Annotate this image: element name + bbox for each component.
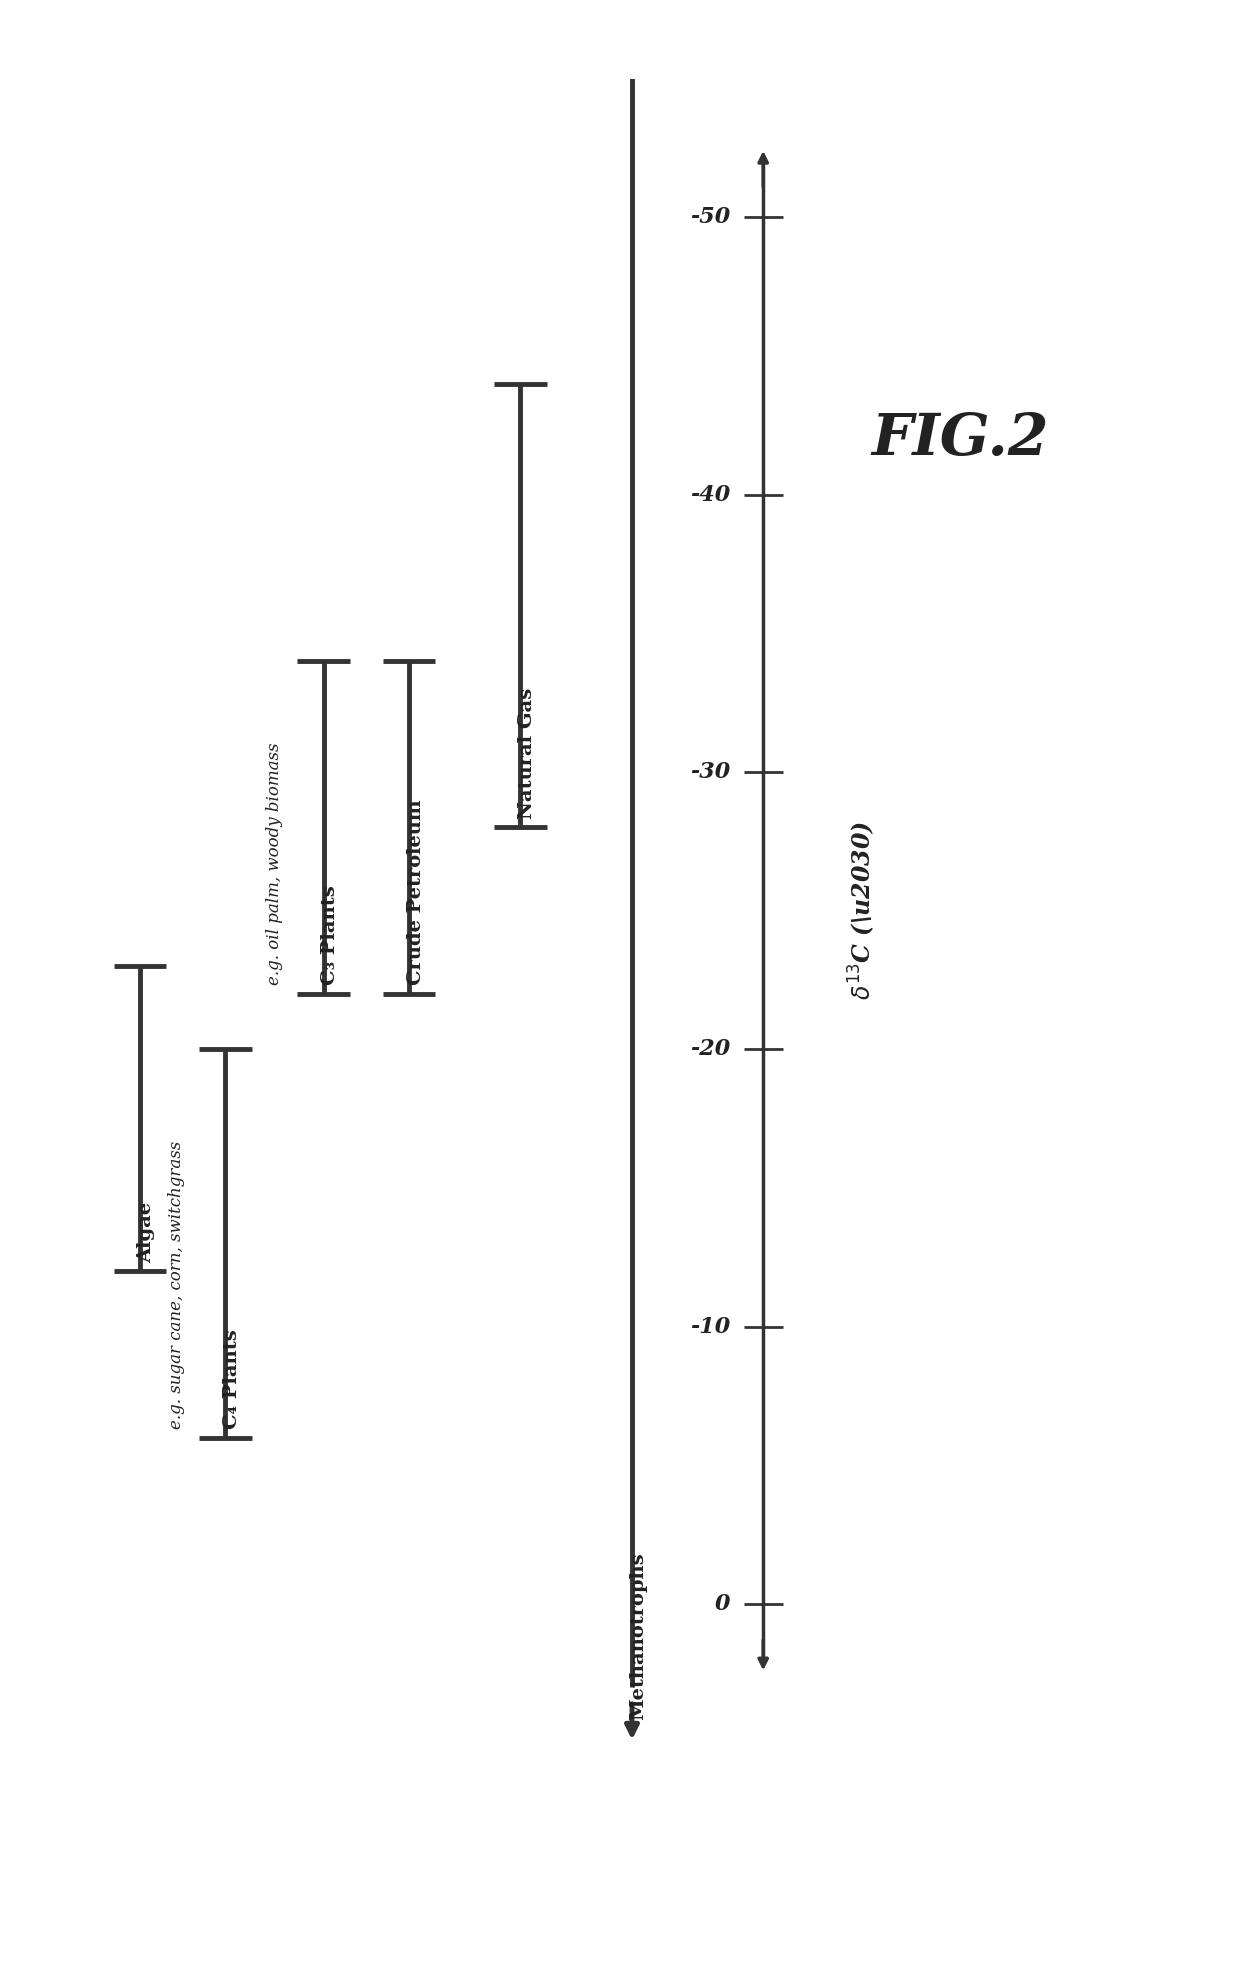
Text: C₄ Plants: C₄ Plants <box>223 1330 241 1430</box>
Text: -30: -30 <box>691 761 730 783</box>
Text: e.g. oil palm, woody biomass: e.g. oil palm, woody biomass <box>267 744 283 985</box>
Text: C₃ Plants: C₃ Plants <box>321 885 340 985</box>
Text: -10: -10 <box>691 1316 730 1338</box>
Text: $\delta^{13}$C (\u2030): $\delta^{13}$C (\u2030) <box>846 820 877 1001</box>
Text: -50: -50 <box>691 207 730 228</box>
Text: Crude Petroleum: Crude Petroleum <box>407 801 424 985</box>
Text: -40: -40 <box>691 484 730 506</box>
Text: Methanotrophs: Methanotrophs <box>630 1552 647 1721</box>
Text: e.g. sugar cane, corn, switchgrass: e.g. sugar cane, corn, switchgrass <box>167 1141 185 1430</box>
Text: 0: 0 <box>715 1593 730 1615</box>
Text: FIG.2: FIG.2 <box>872 411 1049 468</box>
Text: -20: -20 <box>691 1039 730 1060</box>
Text: Algae: Algae <box>138 1202 155 1263</box>
Text: Natural Gas: Natural Gas <box>518 688 536 818</box>
